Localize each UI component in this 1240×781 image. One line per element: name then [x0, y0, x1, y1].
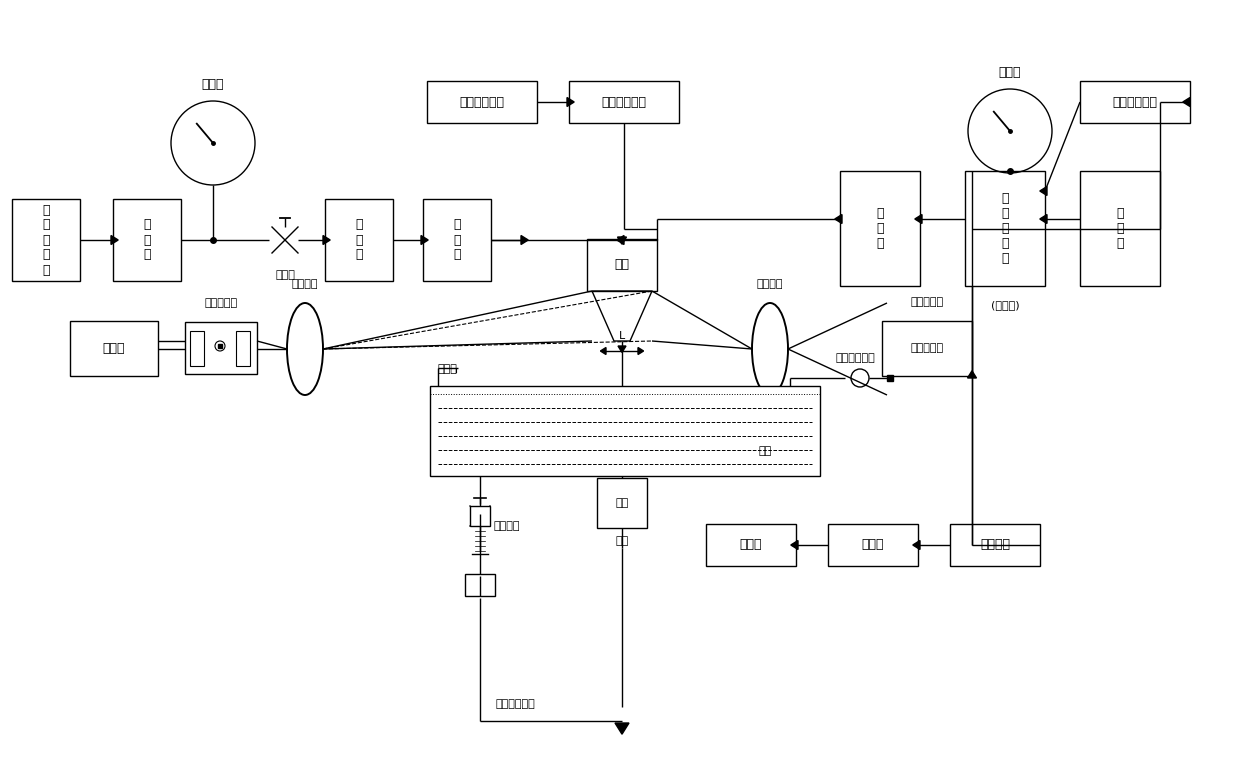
Polygon shape	[1040, 215, 1047, 223]
Bar	[325, 199, 393, 281]
Bar	[236, 331, 250, 366]
Text: 过
滤
器: 过 滤 器	[1116, 207, 1123, 250]
Polygon shape	[1040, 187, 1047, 195]
Bar	[706, 524, 796, 566]
Bar	[470, 506, 490, 526]
Text: (自吸式): (自吸式)	[991, 300, 1019, 310]
Polygon shape	[615, 723, 629, 734]
Text: 移动控制面板: 移动控制面板	[460, 95, 505, 109]
Text: 喷嘴: 喷嘴	[615, 259, 630, 272]
Polygon shape	[618, 346, 626, 352]
Text: 变
频
调
压
泵: 变 频 调 压 泵	[1001, 192, 1009, 265]
Polygon shape	[567, 98, 574, 106]
Bar	[882, 321, 972, 376]
Bar	[427, 81, 537, 123]
Text: 水槽: 水槽	[759, 446, 771, 456]
Polygon shape	[967, 371, 977, 378]
Text: 空间滤波器: 空间滤波器	[205, 298, 238, 308]
Text: 光电探测器: 光电探测器	[910, 344, 944, 354]
Text: 流
量
计: 流 量 计	[454, 219, 461, 262]
Bar	[965, 171, 1045, 286]
Polygon shape	[1183, 98, 1190, 106]
Text: 滤网: 滤网	[615, 498, 629, 508]
Bar	[69, 321, 157, 376]
Polygon shape	[422, 236, 428, 244]
Text: 打印机: 打印机	[740, 539, 763, 551]
Text: 储
气
罐: 储 气 罐	[144, 219, 151, 262]
Polygon shape	[322, 236, 330, 244]
Bar	[587, 239, 657, 291]
Bar	[596, 478, 647, 528]
Text: L: L	[619, 331, 625, 341]
Text: 放水阀口: 放水阀口	[494, 521, 520, 531]
Bar	[113, 199, 181, 281]
Bar	[190, 331, 205, 366]
Text: 接口电路: 接口电路	[980, 539, 1011, 551]
Text: 自来水供水管: 自来水供水管	[835, 353, 874, 363]
Polygon shape	[618, 237, 626, 244]
Bar	[423, 199, 491, 281]
Text: 溢流口: 溢流口	[438, 364, 458, 374]
Polygon shape	[112, 236, 118, 244]
Text: 光电探测器: 光电探测器	[910, 297, 944, 307]
Polygon shape	[521, 236, 528, 244]
Text: 压力表: 压力表	[998, 66, 1022, 79]
Text: 平面运动机构: 平面运动机构	[601, 95, 646, 109]
Text: 螺
杆
压
缩
机: 螺 杆 压 缩 机	[42, 204, 50, 276]
Bar	[1080, 81, 1190, 123]
Polygon shape	[639, 348, 644, 355]
Polygon shape	[616, 236, 624, 244]
Text: 接受透镜: 接受透镜	[756, 279, 784, 289]
Text: 激光器: 激光器	[103, 342, 125, 355]
Text: 调节阀: 调节阀	[275, 270, 295, 280]
Polygon shape	[913, 540, 920, 550]
Polygon shape	[915, 215, 923, 223]
Polygon shape	[835, 215, 842, 223]
Text: 调压控制面板: 调压控制面板	[1112, 95, 1157, 109]
Text: 滤网: 滤网	[615, 536, 629, 546]
Polygon shape	[600, 348, 606, 355]
Text: 扩束透镜: 扩束透镜	[291, 279, 319, 289]
Bar	[465, 574, 495, 596]
Bar	[1080, 171, 1159, 286]
Bar	[185, 322, 257, 374]
Bar	[569, 81, 680, 123]
Text: 过
滤
器: 过 滤 器	[355, 219, 363, 262]
Text: 指定地方排放: 指定地方排放	[495, 699, 534, 709]
Polygon shape	[791, 540, 799, 550]
Text: 压力表: 压力表	[202, 78, 224, 91]
Bar	[12, 199, 81, 281]
Bar	[950, 524, 1040, 566]
Text: 计算机: 计算机	[862, 539, 884, 551]
Bar	[839, 171, 920, 286]
Bar	[430, 386, 820, 476]
Text: 流
量
计: 流 量 计	[877, 207, 884, 250]
Bar	[828, 524, 918, 566]
